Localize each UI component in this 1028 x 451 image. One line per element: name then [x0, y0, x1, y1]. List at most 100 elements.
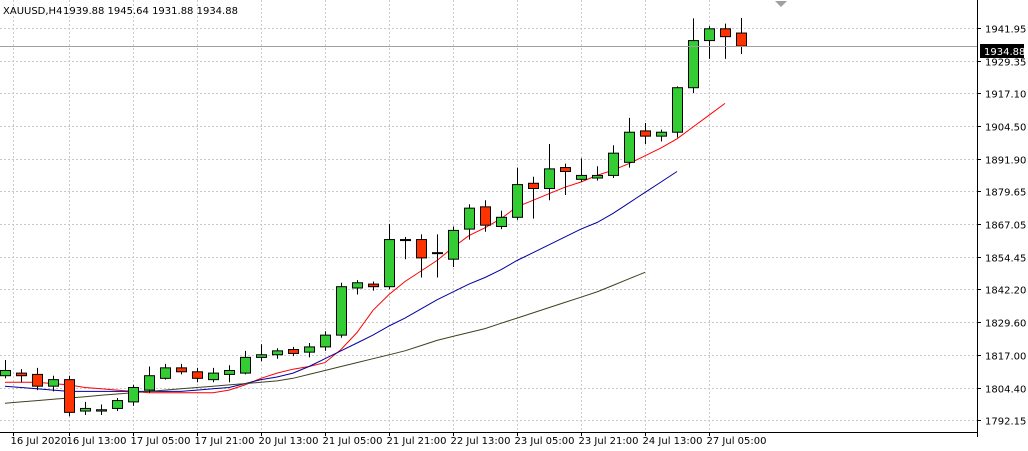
moving-average-line — [4, 271, 646, 404]
x-tick-label: 16 Jul 2020 — [11, 436, 68, 447]
candle-body — [16, 372, 27, 377]
y-tick-label: 1842.20 — [985, 286, 1026, 297]
candle-body — [464, 207, 475, 230]
candle-body — [496, 216, 507, 227]
moving-averages — [4, 102, 726, 404]
candle-body — [304, 346, 315, 353]
candle — [384, 223, 395, 290]
candle-body — [0, 369, 11, 377]
candle-body — [64, 379, 75, 413]
candle — [496, 210, 507, 230]
candle — [560, 163, 571, 196]
candle-body — [272, 350, 283, 356]
x-tick-label: 27 Jul 05:00 — [707, 436, 767, 447]
candle — [464, 204, 475, 240]
candle — [208, 367, 219, 383]
symbol-label: XAUUSD,H4 — [3, 6, 62, 17]
y-tick-label: 1941.95 — [985, 25, 1026, 36]
candle-body — [640, 130, 651, 137]
x-tick-label: 21 Jul 05:00 — [323, 436, 383, 447]
candle-body — [384, 239, 395, 288]
candle — [304, 342, 315, 358]
candle — [416, 234, 427, 278]
candle — [576, 158, 587, 182]
candle-body — [432, 252, 443, 255]
candle-body — [48, 379, 59, 387]
candle-body — [608, 152, 619, 176]
candle-body — [528, 182, 539, 190]
x-tick-label: 17 Jul 05:00 — [131, 436, 191, 447]
candle-body — [368, 283, 379, 288]
candle — [272, 348, 283, 359]
candle — [688, 18, 699, 93]
candle — [608, 145, 619, 179]
candle — [64, 375, 75, 417]
candle-body — [704, 28, 715, 42]
x-tick-label: 16 Jul 13:00 — [67, 436, 127, 447]
x-tick-label: 20 Jul 13:00 — [259, 436, 319, 447]
candle — [96, 404, 107, 415]
candle — [400, 236, 411, 260]
x-tick-label: 22 Jul 13:00 — [451, 436, 511, 447]
candle — [736, 17, 747, 54]
candle — [0, 360, 11, 379]
y-tick-label: 1929.35 — [985, 58, 1026, 69]
chart-shift-marker[interactable] — [775, 1, 787, 7]
current-price-tag — [980, 44, 1024, 58]
candle-body — [656, 131, 667, 137]
y-tick-label: 1829.60 — [985, 319, 1026, 330]
candle-body — [112, 400, 123, 409]
candle-body — [80, 407, 91, 412]
candle — [224, 365, 235, 383]
candle — [288, 346, 299, 357]
candle — [128, 384, 139, 406]
candle — [640, 123, 651, 144]
x-tick-label: 23 Jul 21:00 — [579, 436, 639, 447]
candle — [144, 366, 155, 393]
candle — [336, 282, 347, 338]
candle — [160, 363, 171, 380]
candle-body — [32, 373, 43, 387]
candle — [16, 369, 27, 383]
candle-body — [160, 367, 171, 379]
candle — [320, 331, 331, 351]
candle — [656, 129, 667, 142]
candle — [32, 367, 43, 391]
moving-average-line — [5, 102, 726, 394]
candle-body — [336, 286, 347, 336]
candle-body — [288, 349, 299, 354]
candle — [624, 117, 635, 168]
candle — [592, 166, 603, 181]
candle-body — [736, 32, 747, 47]
candle — [240, 350, 251, 375]
y-tick-label: 1817.00 — [985, 352, 1026, 363]
y-tick-label: 1891.90 — [985, 156, 1026, 167]
candle — [368, 281, 379, 291]
candle — [544, 144, 555, 201]
x-tick-label: 24 Jul 13:00 — [643, 436, 703, 447]
candle-body — [544, 168, 555, 190]
candle-body — [352, 282, 363, 289]
candle-body — [240, 356, 251, 374]
candle-body — [592, 174, 603, 179]
candle — [432, 234, 443, 278]
candle-body — [416, 239, 427, 259]
candle-body — [480, 206, 491, 226]
candle — [112, 397, 123, 412]
candle — [528, 176, 539, 219]
y-tick-label: 1854.45 — [985, 254, 1026, 265]
candle-body — [96, 409, 107, 412]
candle — [704, 26, 715, 59]
candle — [80, 401, 91, 415]
candle-body — [448, 229, 459, 260]
candle-body — [512, 184, 523, 218]
y-tick-label: 1792.15 — [985, 417, 1026, 428]
y-tick-label: 1867.05 — [985, 221, 1026, 232]
current-price-tag-label: 1934.88 — [984, 47, 1025, 58]
x-tick-label: 21 Jul 21:00 — [387, 436, 447, 447]
candle-body — [208, 372, 219, 381]
candle-body — [576, 174, 587, 180]
candle-body — [320, 334, 331, 348]
